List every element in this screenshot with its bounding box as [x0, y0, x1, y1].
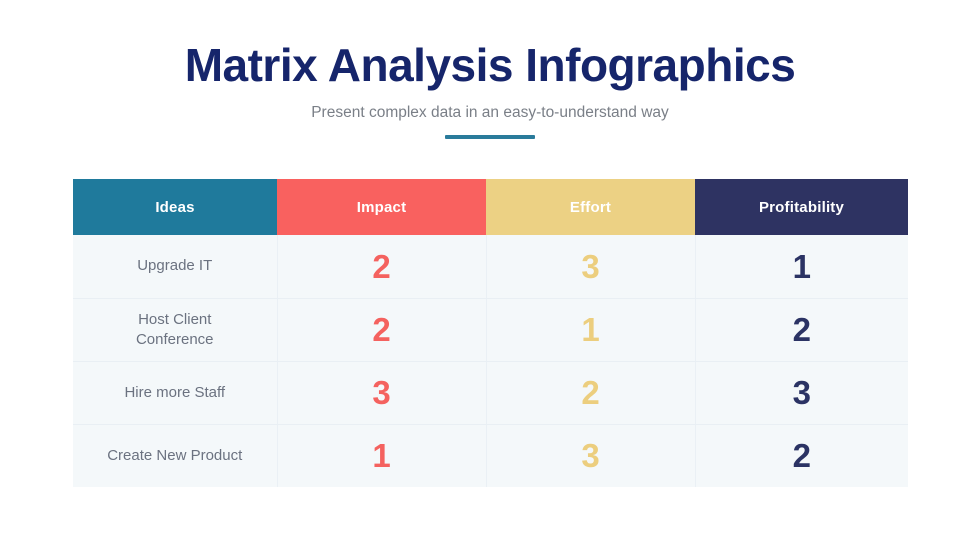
score-impact: 2: [372, 247, 391, 285]
table-row: Hire more Staff 3 2 3: [73, 361, 908, 425]
table-row: Create New Product 1 3 2: [73, 424, 908, 487]
cell-idea: Host Client Conference: [73, 298, 278, 362]
idea-label: Create New Product: [107, 446, 243, 464]
idea-label: Upgrade IT: [137, 257, 213, 275]
cell-impact: 2: [277, 235, 487, 299]
score-profitability: 2: [792, 437, 811, 475]
cell-effort: 1: [486, 298, 696, 362]
page-title: Matrix Analysis Infographics: [184, 39, 796, 91]
cell-effort: 3: [486, 424, 696, 487]
cell-idea: Hire more Staff: [73, 361, 278, 425]
cell-impact: 2: [277, 298, 487, 362]
score-effort: 3: [581, 247, 600, 285]
cell-idea: Upgrade IT: [73, 235, 278, 299]
score-profitability: 3: [792, 374, 811, 411]
cell-profitability: 1: [695, 235, 908, 299]
table-row: Host Client Conference 2 1 2: [73, 298, 908, 362]
slide-header: Matrix Analysis Infographics Present com…: [0, 36, 980, 139]
column-header-effort[interactable]: Effort: [486, 179, 695, 235]
accent-underline: [445, 135, 535, 139]
score-effort: 1: [581, 311, 600, 348]
matrix-analysis-table: Ideas Impact Effort Profitability Upgrad…: [73, 179, 908, 487]
idea-label: Hire more Staff: [124, 383, 226, 401]
score-impact: 2: [372, 311, 391, 348]
score-effort: 2: [581, 374, 600, 411]
cell-profitability: 3: [695, 361, 908, 425]
cell-impact: 1: [277, 424, 487, 487]
column-header-impact[interactable]: Impact: [277, 179, 486, 235]
column-header-ideas[interactable]: Ideas: [73, 179, 277, 235]
table-header-row: Ideas Impact Effort Profitability: [73, 179, 908, 235]
cell-idea: Create New Product: [73, 424, 278, 487]
score-profitability: 2: [792, 311, 811, 348]
column-header-profitability[interactable]: Profitability: [695, 179, 908, 235]
idea-label: Host Client Conference: [135, 310, 214, 348]
table-row: Upgrade IT 2 3 1: [73, 235, 908, 299]
cell-impact: 3: [277, 361, 487, 425]
cell-profitability: 2: [695, 424, 908, 487]
score-impact: 1: [372, 437, 391, 475]
cell-effort: 3: [486, 235, 696, 299]
score-impact: 3: [372, 374, 391, 411]
page-subtitle: Present complex data in an easy-to-under…: [311, 104, 669, 121]
cell-effort: 2: [486, 361, 696, 425]
score-effort: 3: [581, 437, 600, 475]
cell-profitability: 2: [695, 298, 908, 362]
score-profitability: 1: [792, 247, 811, 285]
